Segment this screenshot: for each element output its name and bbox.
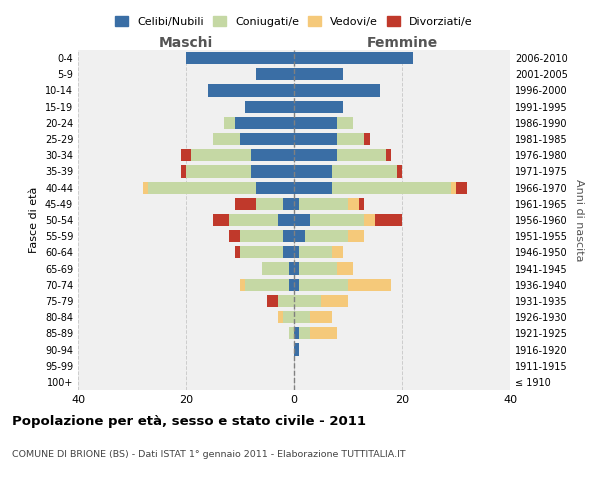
Y-axis label: Fasce di età: Fasce di età: [29, 187, 39, 253]
Bar: [337, 149, 386, 162]
Bar: [283, 246, 294, 258]
Bar: [224, 117, 235, 129]
Bar: [256, 68, 294, 80]
Text: COMUNE DI BRIONE (BS) - Dati ISTAT 1° gennaio 2011 - Elaborazione TUTTITALIA.IT: COMUNE DI BRIONE (BS) - Dati ISTAT 1° ge…: [12, 450, 406, 459]
Bar: [332, 182, 451, 194]
Bar: [213, 133, 240, 145]
Bar: [305, 230, 348, 242]
Bar: [283, 311, 294, 323]
Bar: [310, 214, 364, 226]
Bar: [278, 311, 283, 323]
Bar: [299, 278, 348, 291]
Bar: [332, 166, 397, 177]
Bar: [299, 328, 310, 340]
Bar: [294, 117, 337, 129]
Bar: [245, 278, 289, 291]
Bar: [294, 166, 332, 177]
Bar: [310, 328, 337, 340]
Bar: [294, 262, 299, 274]
Bar: [294, 133, 337, 145]
Bar: [235, 117, 294, 129]
Bar: [348, 198, 359, 210]
Bar: [245, 100, 294, 112]
Bar: [332, 246, 343, 258]
Bar: [283, 230, 294, 242]
Bar: [456, 182, 467, 194]
Bar: [451, 182, 456, 194]
Bar: [262, 262, 289, 274]
Bar: [294, 52, 413, 64]
Bar: [294, 295, 321, 307]
Bar: [278, 295, 294, 307]
Bar: [294, 198, 299, 210]
Bar: [294, 328, 299, 340]
Bar: [299, 198, 348, 210]
Bar: [321, 295, 348, 307]
Bar: [397, 166, 402, 177]
Bar: [386, 149, 391, 162]
Bar: [256, 198, 283, 210]
Bar: [337, 117, 353, 129]
Text: Femmine: Femmine: [367, 36, 437, 50]
Bar: [337, 262, 353, 274]
Bar: [148, 182, 256, 194]
Bar: [364, 214, 375, 226]
Bar: [240, 230, 283, 242]
Bar: [348, 230, 364, 242]
Bar: [181, 149, 191, 162]
Bar: [299, 246, 332, 258]
Bar: [337, 133, 364, 145]
Bar: [299, 262, 337, 274]
Bar: [235, 198, 256, 210]
Bar: [289, 278, 294, 291]
Bar: [143, 182, 148, 194]
Y-axis label: Anni di nascita: Anni di nascita: [574, 179, 584, 261]
Bar: [186, 52, 294, 64]
Bar: [240, 133, 294, 145]
Bar: [294, 68, 343, 80]
Bar: [294, 214, 310, 226]
Bar: [289, 262, 294, 274]
Bar: [256, 182, 294, 194]
Bar: [283, 198, 294, 210]
Bar: [294, 344, 299, 355]
Bar: [240, 246, 283, 258]
Bar: [294, 278, 299, 291]
Bar: [240, 278, 245, 291]
Text: Maschi: Maschi: [159, 36, 213, 50]
Bar: [208, 84, 294, 96]
Legend: Celibi/Nubili, Coniugati/e, Vedovi/e, Divorziati/e: Celibi/Nubili, Coniugati/e, Vedovi/e, Di…: [111, 12, 477, 31]
Bar: [229, 230, 240, 242]
Bar: [229, 214, 278, 226]
Bar: [294, 149, 337, 162]
Bar: [294, 246, 299, 258]
Bar: [294, 230, 305, 242]
Bar: [213, 214, 229, 226]
Bar: [294, 182, 332, 194]
Bar: [375, 214, 402, 226]
Bar: [267, 295, 278, 307]
Bar: [251, 166, 294, 177]
Bar: [181, 166, 186, 177]
Bar: [289, 328, 294, 340]
Bar: [251, 149, 294, 162]
Bar: [235, 246, 240, 258]
Bar: [278, 214, 294, 226]
Bar: [359, 198, 364, 210]
Bar: [294, 311, 310, 323]
Bar: [191, 149, 251, 162]
Bar: [348, 278, 391, 291]
Bar: [294, 84, 380, 96]
Text: Popolazione per età, sesso e stato civile - 2011: Popolazione per età, sesso e stato civil…: [12, 415, 366, 428]
Bar: [294, 100, 343, 112]
Bar: [364, 133, 370, 145]
Bar: [310, 311, 332, 323]
Bar: [186, 166, 251, 177]
